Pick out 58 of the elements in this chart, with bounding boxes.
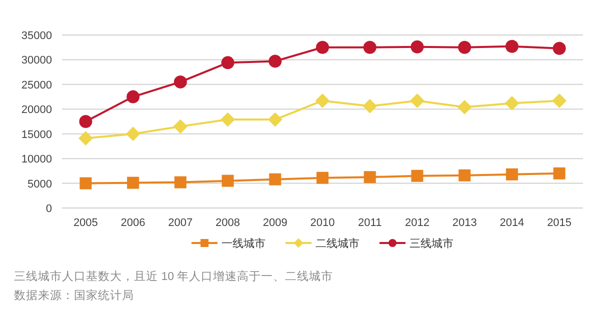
point — [504, 96, 520, 110]
x-tick-label: 2005 — [73, 217, 98, 229]
point — [458, 40, 472, 54]
point — [174, 176, 186, 188]
point — [458, 169, 471, 182]
point — [80, 177, 92, 190]
point — [316, 172, 328, 184]
x-tick-label: 2014 — [500, 217, 524, 229]
point — [78, 131, 93, 146]
y-tick-label: 10000 — [21, 154, 52, 166]
legend-label: 二线城市 — [316, 237, 360, 250]
annotation: 数据来源：国家统计局 — [14, 290, 134, 302]
point — [79, 115, 92, 128]
legend-label: 一线城市 — [222, 237, 266, 250]
x-tick-label: 2015 — [547, 217, 572, 229]
y-tick-label: 15000 — [21, 128, 52, 141]
x-tick-label: 2006 — [120, 217, 146, 229]
point — [410, 94, 424, 108]
point — [220, 112, 235, 127]
y-tick-label: 35000 — [21, 30, 52, 42]
point — [316, 40, 329, 54]
point — [553, 167, 566, 180]
point — [506, 168, 518, 180]
annotation: 三线城市人口基数大，且近 10 年人口增速高于一、二线城市 — [14, 271, 334, 283]
y-tick-label: 20000 — [21, 104, 52, 116]
legend-label: 三线城市 — [410, 237, 454, 250]
point — [268, 112, 282, 127]
x-tick-label: 2007 — [168, 217, 193, 229]
x-tick-label: 2012 — [404, 217, 430, 229]
y-tick-label: 0 — [46, 203, 52, 215]
x-tick-label: 2011 — [358, 217, 382, 229]
point — [126, 90, 140, 104]
x-tick-label: 2013 — [452, 217, 477, 229]
point — [268, 54, 282, 68]
point — [363, 40, 376, 54]
point — [222, 174, 234, 187]
x-tick-label: 2009 — [262, 217, 288, 229]
x-tick-label: 2008 — [216, 217, 240, 229]
point — [552, 94, 567, 108]
point — [269, 173, 282, 186]
point — [457, 100, 472, 114]
point — [411, 170, 424, 182]
plot: 0 5000 10000 15000 20000 25000 30000 35000 2005 2006 2007 2008 2009 2010 2011 2012 2013 2014 2015 — [21, 30, 584, 229]
point — [410, 40, 424, 54]
y-tick-label: 30000 — [21, 54, 52, 67]
y-tick-label: 5000 — [28, 178, 52, 190]
x-tick-label: 2010 — [310, 217, 335, 229]
point — [127, 176, 140, 189]
point — [173, 119, 188, 134]
point — [505, 40, 518, 53]
point — [552, 42, 566, 55]
point — [174, 75, 187, 88]
y-tick-label: 25000 — [21, 79, 52, 92]
point — [221, 56, 234, 70]
point — [126, 126, 140, 142]
point — [315, 94, 330, 108]
point — [362, 98, 378, 114]
point — [364, 171, 376, 184]
